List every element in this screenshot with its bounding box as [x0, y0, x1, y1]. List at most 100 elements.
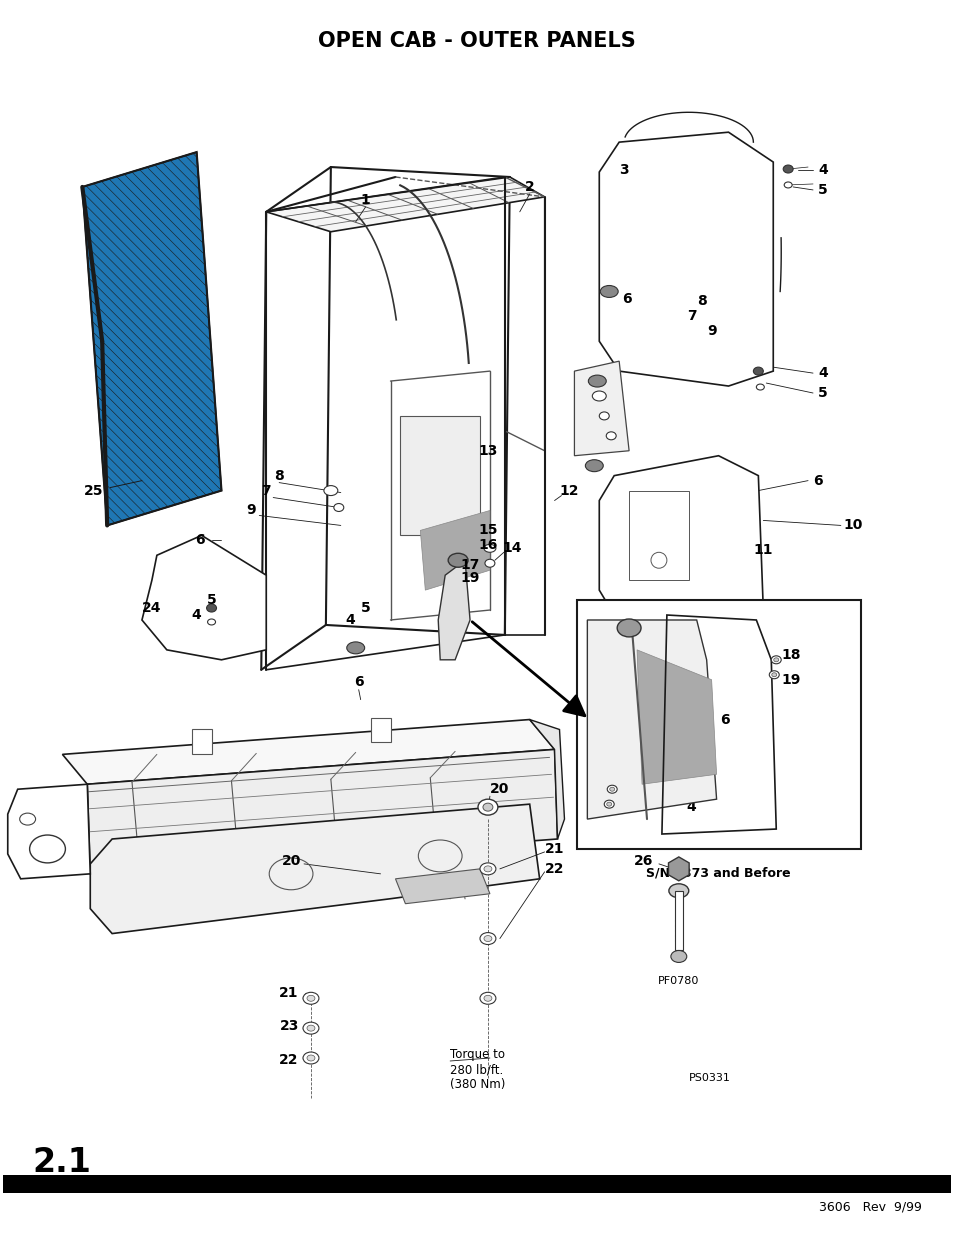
- Text: 14: 14: [501, 541, 521, 556]
- Ellipse shape: [588, 375, 605, 387]
- Ellipse shape: [609, 787, 614, 792]
- Bar: [628, 490, 688, 580]
- Text: 21: 21: [544, 842, 564, 856]
- Text: 26: 26: [634, 853, 653, 868]
- Text: 8: 8: [696, 294, 706, 309]
- Ellipse shape: [592, 391, 605, 401]
- Ellipse shape: [307, 995, 314, 1002]
- Bar: [192, 730, 212, 755]
- Ellipse shape: [324, 485, 337, 495]
- Ellipse shape: [607, 785, 617, 793]
- Ellipse shape: [448, 553, 468, 567]
- Text: 5: 5: [818, 183, 827, 196]
- Bar: [370, 718, 390, 742]
- Text: 5: 5: [691, 782, 700, 797]
- Text: 22: 22: [544, 862, 564, 876]
- Ellipse shape: [479, 863, 496, 874]
- Ellipse shape: [483, 866, 492, 872]
- Text: 10: 10: [842, 519, 862, 532]
- Ellipse shape: [773, 658, 778, 662]
- Text: 4: 4: [192, 608, 201, 622]
- Text: 6: 6: [812, 473, 821, 488]
- Text: 6: 6: [194, 534, 204, 547]
- Polygon shape: [574, 361, 628, 456]
- Text: 7: 7: [686, 309, 696, 324]
- Text: 1: 1: [360, 193, 370, 207]
- PathPatch shape: [82, 152, 221, 525]
- Polygon shape: [8, 784, 91, 879]
- Ellipse shape: [753, 367, 762, 375]
- Text: 5: 5: [818, 387, 827, 400]
- Text: 17: 17: [460, 558, 479, 572]
- Polygon shape: [437, 561, 470, 659]
- Ellipse shape: [477, 799, 497, 815]
- Text: 25: 25: [84, 484, 104, 498]
- Text: 19: 19: [460, 571, 479, 585]
- Ellipse shape: [670, 951, 686, 962]
- Ellipse shape: [617, 619, 640, 637]
- Ellipse shape: [479, 992, 496, 1004]
- Text: 12: 12: [559, 484, 578, 498]
- Text: 2: 2: [524, 180, 534, 194]
- Ellipse shape: [207, 604, 216, 613]
- Polygon shape: [598, 456, 762, 625]
- Ellipse shape: [605, 432, 616, 440]
- Text: 15: 15: [477, 524, 497, 537]
- Ellipse shape: [782, 165, 792, 173]
- Ellipse shape: [483, 545, 496, 552]
- Bar: [577, 600, 860, 848]
- Polygon shape: [529, 720, 564, 839]
- Ellipse shape: [770, 656, 781, 663]
- Ellipse shape: [483, 995, 492, 1002]
- Text: 5: 5: [360, 601, 370, 615]
- Ellipse shape: [303, 1052, 318, 1065]
- Polygon shape: [395, 869, 490, 904]
- Ellipse shape: [482, 803, 493, 811]
- Ellipse shape: [346, 642, 364, 653]
- Polygon shape: [637, 650, 716, 784]
- Text: 18: 18: [781, 648, 801, 662]
- Ellipse shape: [771, 673, 776, 677]
- Text: 21: 21: [279, 987, 298, 1000]
- Bar: [3, 1176, 950, 1193]
- Text: Torque to
280 lb/ft.
(380 Nm): Torque to 280 lb/ft. (380 Nm): [450, 1049, 505, 1091]
- Text: 4: 4: [818, 163, 827, 177]
- Ellipse shape: [303, 992, 318, 1004]
- Ellipse shape: [303, 1023, 318, 1034]
- Text: OPEN CAB - OUTER PANELS: OPEN CAB - OUTER PANELS: [317, 31, 636, 51]
- Polygon shape: [87, 750, 557, 874]
- Text: 9: 9: [706, 325, 716, 338]
- Text: 23: 23: [279, 1019, 298, 1034]
- Ellipse shape: [668, 884, 688, 898]
- Ellipse shape: [756, 384, 763, 390]
- Polygon shape: [587, 620, 716, 819]
- Ellipse shape: [598, 412, 609, 420]
- Polygon shape: [91, 804, 539, 934]
- Polygon shape: [420, 510, 490, 590]
- Text: 16: 16: [477, 538, 497, 552]
- Text: 7: 7: [261, 484, 271, 498]
- Ellipse shape: [334, 504, 343, 511]
- Ellipse shape: [606, 803, 611, 806]
- Text: 5: 5: [207, 593, 216, 608]
- Ellipse shape: [585, 459, 602, 472]
- Ellipse shape: [307, 1025, 314, 1031]
- Polygon shape: [668, 857, 688, 881]
- Text: 6: 6: [719, 713, 729, 726]
- Ellipse shape: [783, 182, 791, 188]
- Ellipse shape: [483, 936, 492, 941]
- Polygon shape: [142, 535, 266, 659]
- Text: 8: 8: [274, 468, 284, 483]
- Text: 4: 4: [818, 366, 827, 380]
- Text: 2.1: 2.1: [32, 1146, 91, 1179]
- Text: 20: 20: [490, 782, 509, 797]
- Text: 3: 3: [618, 163, 628, 177]
- Text: 24: 24: [142, 601, 161, 615]
- Bar: [674, 890, 682, 951]
- Polygon shape: [62, 720, 554, 784]
- Text: 22: 22: [279, 1053, 298, 1067]
- Text: PS0331: PS0331: [688, 1073, 730, 1083]
- Text: S/N 8373 and Before: S/N 8373 and Before: [645, 867, 790, 879]
- Ellipse shape: [208, 619, 215, 625]
- Text: PF0780: PF0780: [658, 977, 699, 987]
